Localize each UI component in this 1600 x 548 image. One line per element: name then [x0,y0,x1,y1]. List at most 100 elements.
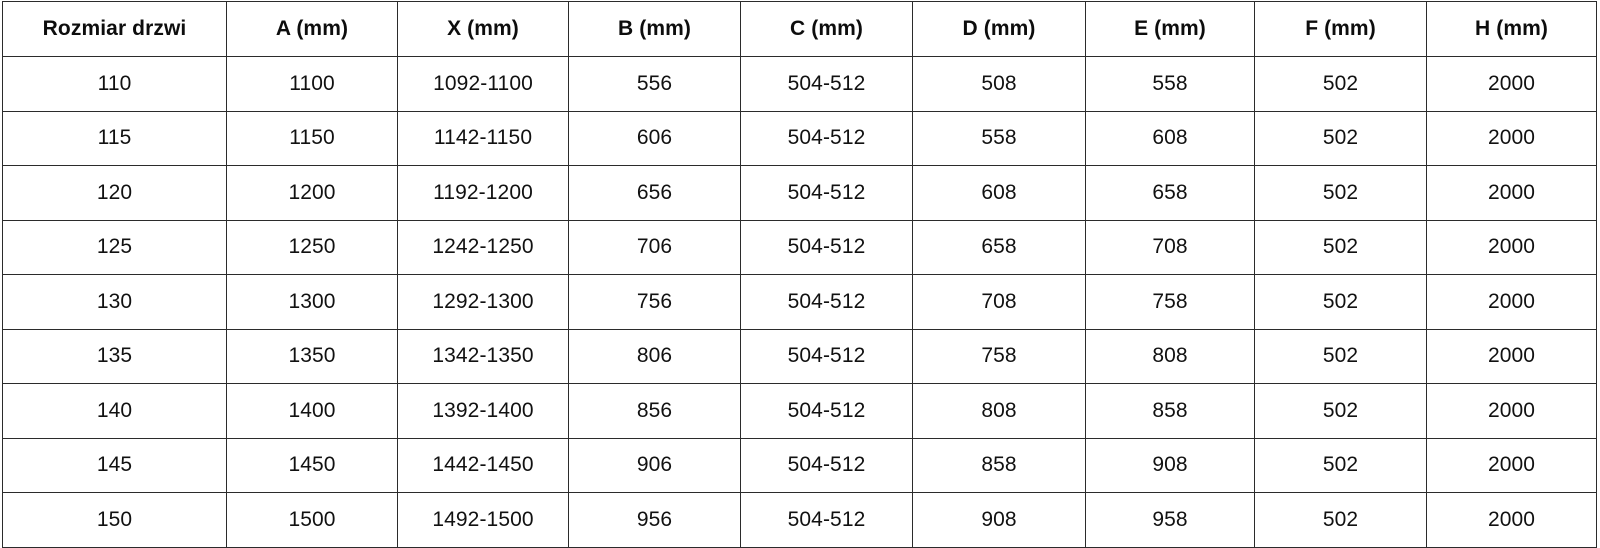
cell-h: 2000 [1426,492,1597,548]
cell-f: 502 [1254,110,1427,166]
cell-h: 2000 [1426,274,1597,330]
cell-size: 145 [2,437,227,493]
cell-f: 502 [1254,165,1427,221]
cell-x: 1142-1150 [397,110,569,166]
cell-f: 502 [1254,383,1427,439]
column-header-e: E (mm) [1085,1,1255,57]
cell-a: 1200 [226,165,398,221]
column-header-b: B (mm) [568,1,741,57]
cell-e: 908 [1085,437,1255,493]
cell-f: 502 [1254,56,1427,112]
cell-d: 808 [912,383,1086,439]
cell-h: 2000 [1426,165,1597,221]
cell-e: 708 [1085,219,1255,275]
cell-b: 956 [568,492,741,548]
cell-b: 606 [568,110,741,166]
cell-h: 2000 [1426,110,1597,166]
cell-size: 140 [2,383,227,439]
cell-e: 758 [1085,274,1255,330]
table-body: 110 1100 1092-1100 556 504-512 508 558 502 2000 1… [2,56,1597,548]
cell-a: 1450 [226,437,398,493]
cell-a: 1100 [226,56,398,112]
cell-size: 150 [2,492,227,548]
cell-h: 2000 [1426,56,1597,112]
cell-e: 608 [1085,110,1255,166]
cell-h: 2000 [1426,219,1597,275]
cell-e: 958 [1085,492,1255,548]
cell-c: 504-512 [740,274,913,330]
cell-a: 1350 [226,328,398,384]
cell-a: 1150 [226,110,398,166]
cell-e: 658 [1085,165,1255,221]
cell-d: 608 [912,165,1086,221]
table-row: 140 1400 1392-1400 856 504-512 808 858 502 2000 [2,383,1597,439]
cell-c: 504-512 [740,110,913,166]
column-header-d: D (mm) [912,1,1086,57]
cell-b: 556 [568,56,741,112]
cell-d: 908 [912,492,1086,548]
cell-d: 508 [912,56,1086,112]
column-header-c: C (mm) [740,1,913,57]
cell-h: 2000 [1426,383,1597,439]
cell-b: 706 [568,219,741,275]
table-row: 135 1350 1342-1350 806 504-512 758 808 502 2000 [2,328,1597,384]
column-header-f: F (mm) [1254,1,1427,57]
cell-c: 504-512 [740,383,913,439]
cell-d: 658 [912,219,1086,275]
cell-x: 1292-1300 [397,274,569,330]
cell-d: 708 [912,274,1086,330]
cell-b: 806 [568,328,741,384]
cell-x: 1242-1250 [397,219,569,275]
cell-size: 120 [2,165,227,221]
table-row: 150 1500 1492-1500 956 504-512 908 958 502 2000 [2,492,1597,548]
table-row: 110 1100 1092-1100 556 504-512 508 558 502 2000 [2,56,1597,112]
table-row: 115 1150 1142-1150 606 504-512 558 608 502 2000 [2,110,1597,166]
cell-h: 2000 [1426,328,1597,384]
column-header-x: X (mm) [397,1,569,57]
header-row: Rozmiar drzwi A (mm) X (mm) B (mm) C (mm… [2,1,1597,57]
cell-c: 504-512 [740,328,913,384]
cell-x: 1342-1350 [397,328,569,384]
cell-b: 656 [568,165,741,221]
table-row: 120 1200 1192-1200 656 504-512 608 658 502 2000 [2,165,1597,221]
cell-a: 1250 [226,219,398,275]
cell-d: 558 [912,110,1086,166]
cell-c: 504-512 [740,219,913,275]
cell-c: 504-512 [740,165,913,221]
cell-b: 906 [568,437,741,493]
column-header-a: A (mm) [226,1,398,57]
cell-e: 558 [1085,56,1255,112]
cell-c: 504-512 [740,56,913,112]
cell-f: 502 [1254,492,1427,548]
column-header-h: H (mm) [1426,1,1597,57]
cell-x: 1092-1100 [397,56,569,112]
table-row: 130 1300 1292-1300 756 504-512 708 758 502 2000 [2,274,1597,330]
cell-f: 502 [1254,437,1427,493]
cell-e: 858 [1085,383,1255,439]
cell-x: 1442-1450 [397,437,569,493]
cell-d: 758 [912,328,1086,384]
cell-b: 856 [568,383,741,439]
table-row: 145 1450 1442-1450 906 504-512 858 908 502 2000 [2,437,1597,493]
cell-b: 756 [568,274,741,330]
cell-h: 2000 [1426,437,1597,493]
cell-c: 504-512 [740,492,913,548]
cell-size: 125 [2,219,227,275]
cell-f: 502 [1254,328,1427,384]
cell-size: 110 [2,56,227,112]
cell-size: 115 [2,110,227,166]
cell-d: 858 [912,437,1086,493]
cell-a: 1400 [226,383,398,439]
cell-c: 504-512 [740,437,913,493]
cell-f: 502 [1254,274,1427,330]
table-header: Rozmiar drzwi A (mm) X (mm) B (mm) C (mm… [2,1,1597,57]
cell-f: 502 [1254,219,1427,275]
cell-a: 1300 [226,274,398,330]
cell-size: 135 [2,328,227,384]
cell-e: 808 [1085,328,1255,384]
cell-size: 130 [2,274,227,330]
table-row: 125 1250 1242-1250 706 504-512 658 708 502 2000 [2,219,1597,275]
cell-x: 1192-1200 [397,165,569,221]
